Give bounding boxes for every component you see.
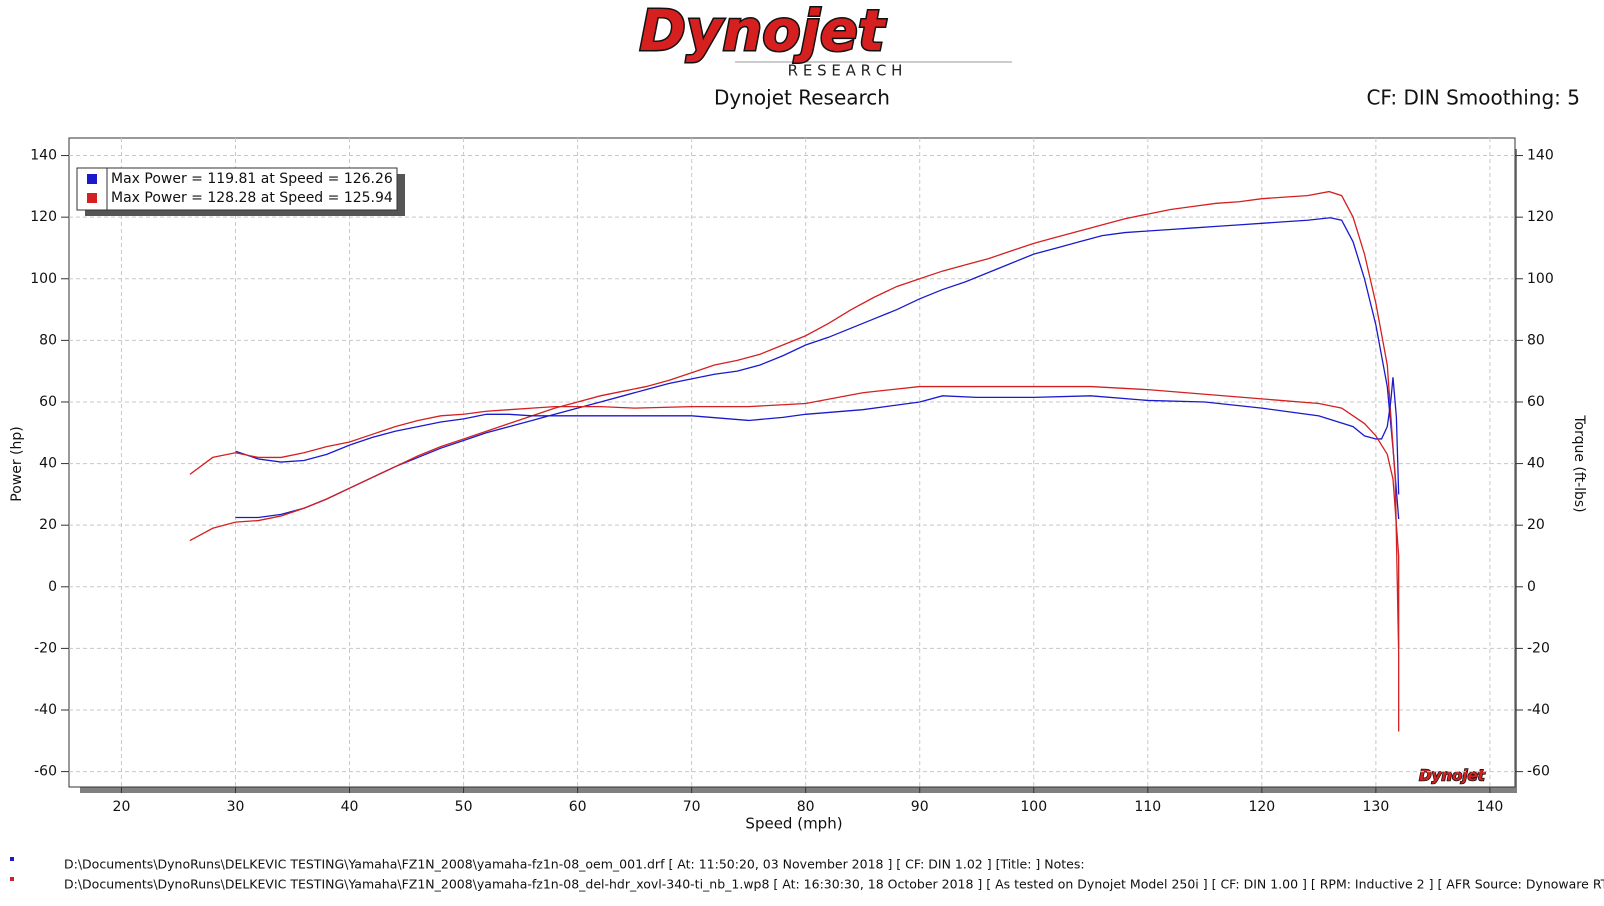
y-tick-label: 60: [39, 394, 57, 410]
y2-tick-label: 140: [1527, 148, 1554, 164]
x-tick-label: 90: [911, 799, 929, 815]
y-tick-label: 0: [48, 579, 57, 595]
y2-tick-label: -20: [1527, 640, 1550, 656]
y-tick-label: -20: [34, 640, 57, 656]
logo-subtitle: R E S E A R C H: [788, 62, 903, 80]
legend-label: Max Power = 119.81 at Speed = 126.26: [111, 171, 393, 187]
y2-tick-label: 20: [1527, 517, 1545, 533]
footer-line: D:\Documents\DynoRuns\DELKEVIC TESTING\Y…: [64, 877, 1604, 892]
footer-marker: [10, 877, 14, 881]
logo-name: Dynojet: [639, 0, 887, 64]
y2-tick-label: -60: [1527, 764, 1550, 780]
x-tick-label: 140: [1477, 799, 1504, 815]
x-tick-label: 80: [797, 799, 815, 815]
x-tick-label: 20: [113, 799, 131, 815]
legend-swatch: [87, 193, 97, 203]
series-line: [235, 377, 1400, 495]
y-tick-label: 100: [30, 271, 57, 287]
y-tick-label: 20: [39, 517, 57, 533]
legend: Max Power = 119.81 at Speed = 126.26 Max …: [76, 167, 405, 216]
x-tick-label: 70: [683, 799, 701, 815]
footer-line: D:\Documents\DynoRuns\DELKEVIC TESTING\Y…: [64, 857, 1085, 872]
y-tick-label: 80: [39, 332, 57, 348]
x-tick-label: 30: [227, 799, 245, 815]
series-line: [189, 385, 1400, 649]
y-tick-label: -40: [34, 702, 57, 718]
y2-axis-label: Torque (ft-lbs): [1571, 414, 1587, 512]
y2-tick-label: 80: [1527, 332, 1545, 348]
y-tick-label: 120: [30, 209, 57, 225]
legend-swatch: [87, 174, 97, 184]
y2-tick-label: -40: [1527, 702, 1550, 718]
y-tick-label: 140: [30, 148, 57, 164]
y2-tick-label: 60: [1527, 394, 1545, 410]
series-line: [235, 217, 1400, 520]
y2-tick-label: 120: [1527, 209, 1554, 225]
x-tick-label: 130: [1363, 799, 1390, 815]
y2-tick-label: 40: [1527, 456, 1545, 472]
plot-frame: [68, 137, 1516, 788]
legend-label: Max Power = 128.28 at Speed = 125.94: [111, 190, 393, 206]
y-tick-label: -60: [34, 764, 57, 780]
x-tick-label: 60: [569, 799, 587, 815]
footer-marker: [10, 857, 14, 861]
chart-title: Dynojet Research: [714, 86, 890, 110]
x-tick-label: 50: [455, 799, 473, 815]
y2-tick-label: 100: [1527, 271, 1554, 287]
x-tick-label: 120: [1248, 799, 1275, 815]
y-axis-label: Power (hp): [9, 426, 25, 501]
x-tick-label: 110: [1134, 799, 1161, 815]
x-axis-label: Speed (mph): [745, 815, 842, 833]
series-line: [189, 190, 1400, 732]
x-tick-label: 40: [341, 799, 359, 815]
y2-tick-label: 0: [1527, 579, 1536, 595]
legend-box: [76, 167, 398, 211]
x-tick-label: 100: [1020, 799, 1047, 815]
chart-subtitle: CF: DIN Smoothing: 5: [1366, 86, 1580, 110]
watermark: Dynojet: [1419, 767, 1486, 785]
y-tick-label: 40: [39, 456, 57, 472]
